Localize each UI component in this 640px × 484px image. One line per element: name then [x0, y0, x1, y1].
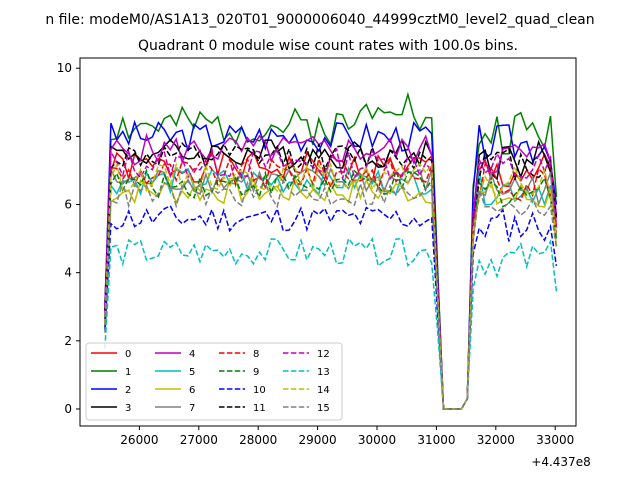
y-tick-label: 2: [64, 334, 72, 348]
axes-frame: [79, 57, 577, 427]
legend-label-3: 3: [125, 403, 131, 414]
x-axis: 26000 27000 28000 29000 30000 31000 32000 33000: [120, 426, 574, 447]
x-tick-label: 26000: [120, 433, 158, 447]
legend-label-15: 15: [317, 403, 330, 414]
series-layer: [104, 91, 558, 410]
x-tick-label: 31000: [417, 433, 455, 447]
x-tick-label: 32000: [477, 433, 515, 447]
plot-area: 26000 27000 28000 29000 30000 31000 32000 33000…: [57, 57, 591, 469]
series-line-10: [104, 204, 558, 410]
legend-label-2: 2: [125, 385, 131, 396]
legend-label-11: 11: [253, 403, 266, 414]
legend-label-10: 10: [253, 385, 266, 396]
legend-label-1: 1: [125, 367, 131, 378]
legend-label-5: 5: [189, 367, 195, 378]
series-line-5: [104, 165, 558, 410]
x-tick-label: 27000: [180, 433, 218, 447]
x-tick-label: 33000: [536, 433, 574, 447]
y-tick-label: 4: [64, 266, 72, 280]
chart-title: Quadrant 0 module wise count rates with …: [138, 38, 518, 54]
legend-label-9: 9: [253, 367, 259, 378]
legend-box: [85, 342, 343, 421]
legend-label-6: 6: [189, 385, 195, 396]
legend-label-0: 0: [125, 349, 131, 360]
y-tick-label: 10: [57, 61, 72, 75]
series-line-14: [104, 161, 558, 410]
y-tick-label: 8: [64, 129, 72, 143]
legend-label-12: 12: [317, 349, 330, 360]
x-axis-offset-label: +4.437e8: [531, 455, 590, 469]
x-tick-label: 28000: [239, 433, 277, 447]
x-tick-label: 30000: [358, 433, 396, 447]
y-axis: 0 2 4 6 8 10: [57, 61, 80, 416]
y-tick-label: 6: [64, 198, 72, 212]
series-line-12: [104, 146, 558, 410]
series-line-2: [104, 119, 558, 410]
legend-label-8: 8: [253, 349, 259, 360]
figure-suptitle: n file: modeM0/AS1A13_020T01_9000006040_…: [45, 12, 594, 28]
legend-label-7: 7: [189, 403, 195, 414]
series-line-13: [104, 236, 558, 410]
x-tick-label: 29000: [299, 433, 337, 447]
series-line-15: [104, 178, 558, 410]
legend-label-14: 14: [317, 385, 330, 396]
y-tick-label: 0: [64, 402, 72, 416]
legend-label-4: 4: [189, 349, 195, 360]
legend-label-13: 13: [317, 367, 330, 378]
series-line-11: [104, 141, 558, 410]
series-line-8: [104, 156, 558, 410]
